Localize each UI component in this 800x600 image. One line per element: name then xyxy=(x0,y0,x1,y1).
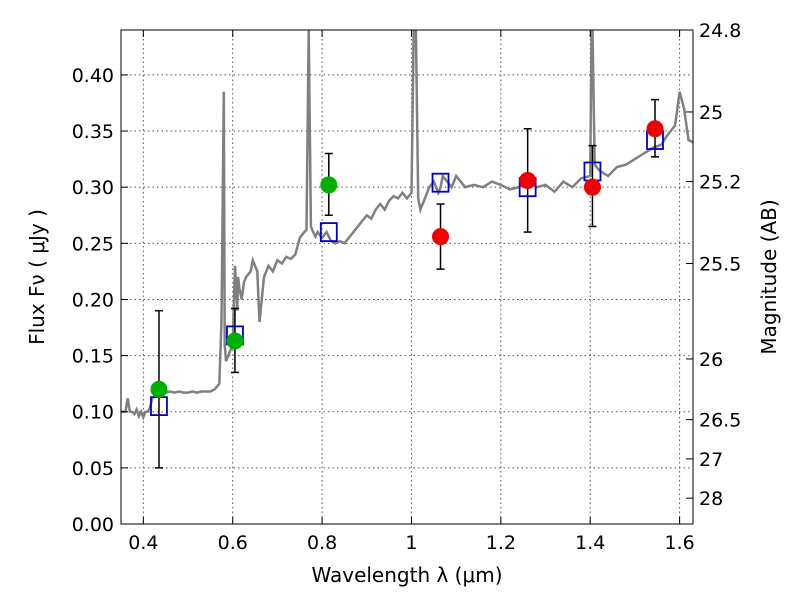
grid-layer xyxy=(121,30,693,525)
plot-frame xyxy=(120,29,694,525)
model-square-layer xyxy=(150,130,664,417)
y-tick-label: 0.00 xyxy=(72,514,114,536)
right-tick-label: 26.5 xyxy=(699,410,741,432)
spectrum-line xyxy=(121,30,693,421)
y-tick-label: 0.30 xyxy=(72,177,114,199)
x-tick-label: 0.6 xyxy=(218,532,248,554)
right-tick-label: 28 xyxy=(699,488,723,510)
y-tick-labels: 0.00 0.05 0.10 0.15 0.20 0.25 0.30 0.35 0.40 xyxy=(72,65,114,536)
right-tick-label: 25.2 xyxy=(699,172,741,194)
x-axis-label: Wavelength λ (μm) xyxy=(311,563,502,587)
model-square xyxy=(431,172,450,193)
x-tick-label: 1.4 xyxy=(575,532,605,554)
x-tick-label: 0.8 xyxy=(307,532,337,554)
y-tick-label: 0.40 xyxy=(72,65,114,87)
y-tick-label: 0.15 xyxy=(72,346,114,368)
x-tick-label: 1.6 xyxy=(664,532,694,554)
y-tick-label: 0.25 xyxy=(72,233,114,255)
data-point-green xyxy=(320,176,338,194)
x-tick-label: 1 xyxy=(405,532,417,554)
x-tick-label: 1.2 xyxy=(486,532,516,554)
y-tick-label: 0.05 xyxy=(72,458,114,480)
data-point-red xyxy=(519,171,537,189)
right-tick-labels: 24.8 25 25.2 25.5 26 26.5 27 28 xyxy=(699,20,741,510)
y-tick-label: 0.35 xyxy=(72,121,114,143)
data-point-red xyxy=(646,120,664,138)
right-tick-label: 25 xyxy=(699,102,723,124)
data-point-layer xyxy=(150,120,664,398)
x-tick-labels: 0.4 0.6 0.8 1 1.2 1.4 1.6 xyxy=(128,532,694,554)
tick-layer xyxy=(121,29,693,525)
data-point-green xyxy=(150,380,168,398)
y-tick-label: 0.20 xyxy=(72,289,114,311)
errorbar-layer xyxy=(154,98,660,469)
data-point-green xyxy=(226,332,244,350)
right-tick-label: 24.8 xyxy=(699,20,741,42)
right-tick-label: 26 xyxy=(699,349,723,371)
data-point-red xyxy=(432,228,450,246)
model-square xyxy=(319,222,338,242)
x-tick-label: 0.4 xyxy=(128,532,158,554)
data-point-red xyxy=(583,178,601,196)
plot-content xyxy=(121,30,693,469)
y-axis-label: Flux Fν ( μJy ) xyxy=(25,209,49,345)
right-tick-label: 25.5 xyxy=(699,254,741,276)
right-axis-label: Magnitude (AB) xyxy=(757,199,781,354)
right-tick-label: 27 xyxy=(699,449,723,471)
y-tick-label: 0.10 xyxy=(72,402,114,424)
